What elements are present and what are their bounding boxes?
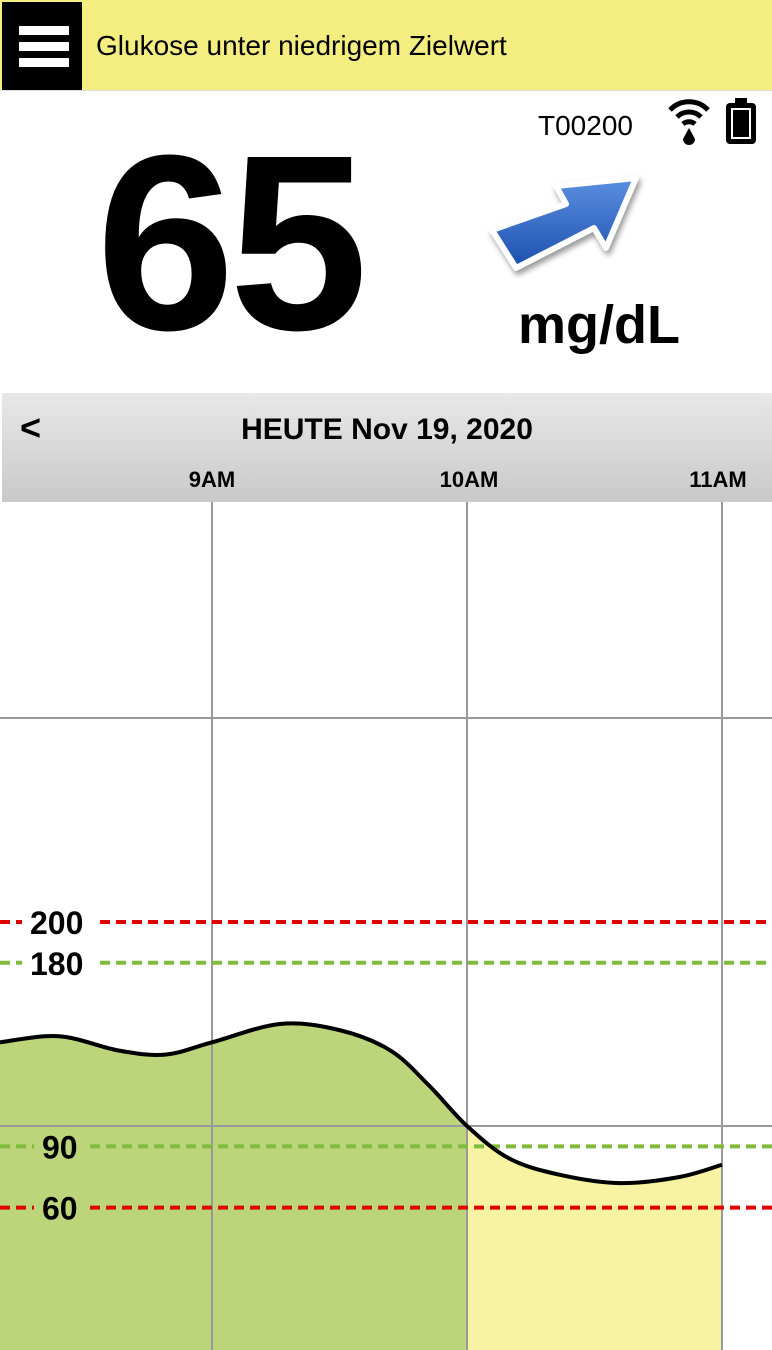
x-tick-label: 11AM <box>689 467 747 492</box>
device-id: T00200 <box>538 110 633 141</box>
glucose-chart: 200 180 90 60 <box>0 502 772 1350</box>
x-tick-label: 10AM <box>439 467 499 492</box>
in-range-area <box>0 1023 467 1350</box>
date-navigation-bar: < HEUTE Nov 19, 2020 9AM 10AM 11AM <box>2 393 772 502</box>
reference-line-label: 180 <box>30 946 83 982</box>
glucose-value: 65 <box>96 103 368 382</box>
alert-banner: Glukose unter niedrigem Zielwert <box>0 0 772 91</box>
x-tick-label: 9AM <box>188 467 236 492</box>
alert-title: Glukose unter niedrigem Zielwert <box>96 30 507 61</box>
previous-day-button[interactable]: < <box>20 407 42 448</box>
glucose-unit: mg/dL <box>518 295 680 355</box>
wifi-drop-icon <box>668 99 710 145</box>
reference-line-label: 60 <box>42 1191 78 1227</box>
reference-line-label: 200 <box>30 905 83 941</box>
date-label: HEUTE Nov 19, 2020 <box>241 413 533 446</box>
reference-line-label: 90 <box>42 1129 78 1165</box>
hamburger-menu-icon[interactable] <box>2 2 82 90</box>
trend-arrow-up-right-icon <box>489 175 639 271</box>
battery-full-icon <box>726 98 756 144</box>
glucose-trace <box>0 1021 723 1186</box>
